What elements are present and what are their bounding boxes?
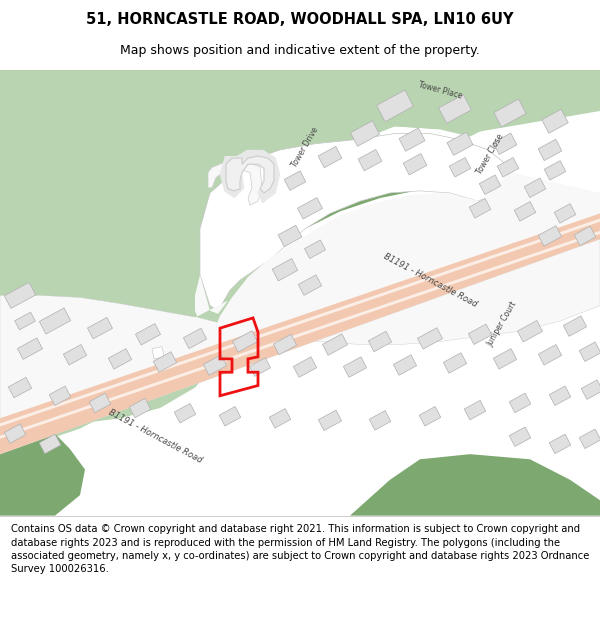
Text: Tower Drive: Tower Drive — [290, 125, 320, 169]
Polygon shape — [154, 352, 176, 372]
Polygon shape — [272, 259, 298, 281]
Polygon shape — [538, 226, 562, 246]
Polygon shape — [419, 406, 441, 426]
Polygon shape — [318, 146, 342, 168]
Polygon shape — [15, 312, 35, 330]
Polygon shape — [581, 380, 600, 399]
Polygon shape — [542, 109, 568, 133]
Polygon shape — [184, 328, 206, 349]
Polygon shape — [17, 338, 43, 359]
Polygon shape — [64, 344, 86, 365]
Text: Tower Place: Tower Place — [417, 81, 463, 101]
Polygon shape — [208, 160, 262, 205]
Polygon shape — [298, 198, 323, 219]
Polygon shape — [439, 94, 472, 123]
Polygon shape — [298, 275, 322, 296]
Polygon shape — [0, 219, 600, 426]
Polygon shape — [152, 347, 164, 359]
Polygon shape — [0, 239, 600, 454]
Polygon shape — [232, 331, 257, 352]
Polygon shape — [358, 149, 382, 171]
Polygon shape — [293, 357, 317, 377]
Polygon shape — [579, 429, 600, 449]
Polygon shape — [274, 334, 296, 355]
Polygon shape — [509, 393, 531, 412]
Polygon shape — [322, 334, 347, 355]
Polygon shape — [403, 154, 427, 175]
Polygon shape — [0, 70, 600, 423]
Polygon shape — [174, 403, 196, 423]
Polygon shape — [129, 398, 151, 418]
Polygon shape — [0, 213, 600, 454]
Text: B1191 - Horncastle Road: B1191 - Horncastle Road — [107, 408, 203, 465]
Polygon shape — [368, 331, 392, 352]
Polygon shape — [109, 349, 131, 369]
Text: Juniper Court: Juniper Court — [485, 300, 518, 348]
Polygon shape — [394, 355, 416, 375]
Polygon shape — [399, 128, 425, 151]
Polygon shape — [493, 349, 517, 369]
Polygon shape — [40, 308, 71, 334]
Polygon shape — [494, 99, 526, 127]
Polygon shape — [278, 225, 302, 247]
Polygon shape — [509, 427, 531, 446]
Text: Map shows position and indicative extent of the property.: Map shows position and indicative extent… — [120, 44, 480, 57]
Polygon shape — [200, 134, 510, 311]
Polygon shape — [39, 434, 61, 454]
Polygon shape — [219, 406, 241, 426]
Polygon shape — [538, 139, 562, 161]
Text: 51, HORNCASTLE ROAD, WOODHALL SPA, LN10 6UY: 51, HORNCASTLE ROAD, WOODHALL SPA, LN10 … — [86, 12, 514, 27]
Polygon shape — [203, 355, 227, 375]
Polygon shape — [469, 199, 491, 218]
Polygon shape — [284, 171, 306, 191]
Polygon shape — [514, 202, 536, 221]
Polygon shape — [49, 386, 71, 406]
Polygon shape — [226, 156, 274, 193]
Polygon shape — [544, 161, 566, 180]
Polygon shape — [89, 393, 111, 412]
Polygon shape — [343, 357, 367, 377]
Polygon shape — [517, 321, 542, 342]
Polygon shape — [0, 173, 600, 418]
Polygon shape — [136, 324, 161, 345]
Polygon shape — [493, 133, 517, 154]
Polygon shape — [554, 204, 576, 223]
Polygon shape — [443, 352, 467, 373]
Polygon shape — [479, 175, 501, 194]
Polygon shape — [0, 362, 85, 516]
Polygon shape — [549, 434, 571, 454]
Polygon shape — [200, 134, 510, 311]
Polygon shape — [579, 342, 600, 361]
Polygon shape — [88, 318, 113, 339]
Polygon shape — [4, 424, 26, 443]
Polygon shape — [418, 328, 443, 349]
Polygon shape — [350, 454, 600, 516]
Text: Contains OS data © Crown copyright and database right 2021. This information is : Contains OS data © Crown copyright and d… — [11, 524, 589, 574]
Polygon shape — [319, 410, 341, 431]
Polygon shape — [469, 324, 491, 344]
Polygon shape — [563, 316, 587, 336]
Polygon shape — [269, 409, 291, 428]
Polygon shape — [250, 357, 271, 376]
Polygon shape — [8, 378, 32, 398]
Polygon shape — [369, 411, 391, 430]
Polygon shape — [538, 344, 562, 365]
Text: B1191 - Horncastle Road: B1191 - Horncastle Road — [382, 251, 478, 309]
Polygon shape — [377, 90, 413, 122]
Polygon shape — [4, 282, 35, 309]
Text: Tower Close: Tower Close — [475, 132, 505, 176]
Polygon shape — [0, 231, 600, 439]
Polygon shape — [304, 240, 326, 259]
Polygon shape — [524, 178, 546, 198]
Polygon shape — [497, 158, 519, 177]
Polygon shape — [447, 132, 473, 156]
Polygon shape — [464, 401, 486, 420]
Polygon shape — [0, 70, 490, 449]
Polygon shape — [549, 386, 571, 406]
Polygon shape — [350, 121, 380, 146]
Polygon shape — [449, 158, 471, 177]
Polygon shape — [574, 226, 596, 246]
